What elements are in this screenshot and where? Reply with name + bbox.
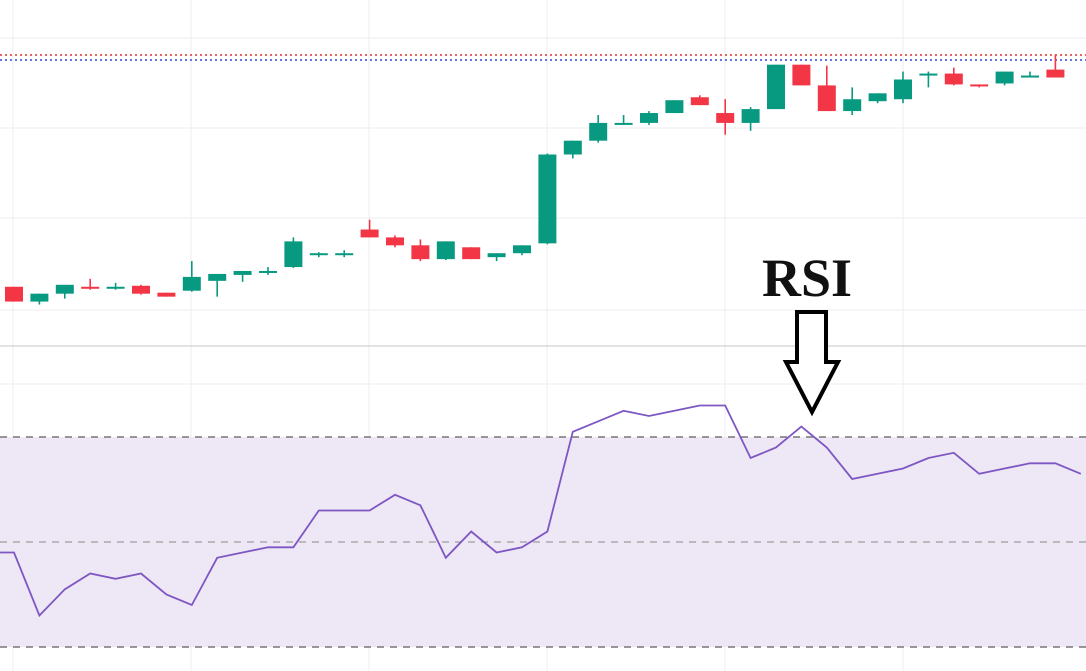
candle-body xyxy=(944,73,963,85)
candle-body xyxy=(259,270,277,273)
candle-body xyxy=(690,97,709,106)
candle xyxy=(868,93,887,104)
candle-body xyxy=(5,286,23,302)
candle-body xyxy=(563,140,582,155)
candle-body xyxy=(106,286,125,289)
candle xyxy=(386,235,404,248)
candle xyxy=(741,107,760,131)
down-arrow-icon xyxy=(782,310,842,417)
candle xyxy=(55,284,74,299)
candle xyxy=(690,95,709,106)
candle-body xyxy=(970,84,989,87)
candle xyxy=(487,253,506,262)
candle xyxy=(30,293,49,305)
candle xyxy=(106,282,125,290)
candle xyxy=(182,261,201,292)
candle-body xyxy=(589,122,608,141)
candle xyxy=(208,273,227,297)
candlestick-series xyxy=(5,54,1065,305)
candle xyxy=(919,71,938,88)
candle xyxy=(360,219,379,238)
candle xyxy=(157,292,176,297)
candle xyxy=(132,284,150,295)
candle xyxy=(81,278,100,290)
candle-body xyxy=(309,253,328,256)
rsi-line xyxy=(0,404,1082,618)
candle-body xyxy=(55,284,74,294)
candle-body xyxy=(538,154,557,244)
candle xyxy=(436,241,455,261)
candle-body xyxy=(614,122,633,125)
candle-body xyxy=(487,253,506,258)
rsi-annotation-label: RSI xyxy=(762,248,852,308)
candle-body xyxy=(284,241,303,268)
candle-body xyxy=(665,100,684,114)
candle-body xyxy=(868,93,887,102)
candle-body xyxy=(919,73,938,76)
candle-body xyxy=(995,71,1014,84)
candle xyxy=(1021,71,1039,78)
candle-body xyxy=(462,247,481,260)
candle xyxy=(995,71,1014,86)
candle xyxy=(233,270,252,282)
candle-body xyxy=(741,109,760,123)
candle xyxy=(640,111,658,125)
candle xyxy=(563,140,582,159)
reference-lines xyxy=(0,54,1086,61)
candle xyxy=(259,267,277,275)
candle-body xyxy=(182,276,201,291)
candle xyxy=(817,65,836,112)
candle-body xyxy=(792,64,811,86)
candle-body xyxy=(436,241,455,260)
candle-body xyxy=(894,79,912,100)
candle-body xyxy=(386,237,404,246)
candle-body xyxy=(81,286,100,289)
candle xyxy=(513,245,531,256)
candle-body xyxy=(1046,69,1065,78)
candle xyxy=(665,100,684,114)
candle xyxy=(894,71,912,104)
rsi-band xyxy=(0,436,1086,648)
candle-body xyxy=(640,113,658,123)
candle-body xyxy=(208,273,227,281)
candle-body xyxy=(513,245,531,254)
candle xyxy=(462,247,481,260)
candle xyxy=(614,115,633,125)
candle xyxy=(843,87,862,116)
candle-body xyxy=(843,99,862,112)
candle xyxy=(5,286,23,302)
candle-body xyxy=(233,270,252,275)
rsi-band-fill xyxy=(0,437,1086,647)
candle xyxy=(284,237,303,269)
candle xyxy=(411,239,430,262)
candle xyxy=(792,64,811,86)
candle xyxy=(944,67,963,86)
candle xyxy=(538,153,557,245)
candle-body xyxy=(157,292,176,297)
candle xyxy=(767,64,785,110)
rsi-annotation: RSI xyxy=(762,248,852,417)
candle-body xyxy=(767,64,785,110)
candle xyxy=(589,115,608,143)
candle xyxy=(716,99,735,135)
candle-body xyxy=(132,285,150,294)
candle-body xyxy=(335,253,354,256)
candle-body xyxy=(360,229,379,238)
candle-body xyxy=(1021,75,1039,78)
candle-body xyxy=(30,293,49,302)
candle xyxy=(970,84,989,88)
candle xyxy=(1046,54,1065,78)
candle xyxy=(309,252,328,258)
candle-body xyxy=(411,245,430,260)
candle-body xyxy=(817,85,836,112)
candle xyxy=(335,250,354,258)
candle-body xyxy=(716,113,735,123)
